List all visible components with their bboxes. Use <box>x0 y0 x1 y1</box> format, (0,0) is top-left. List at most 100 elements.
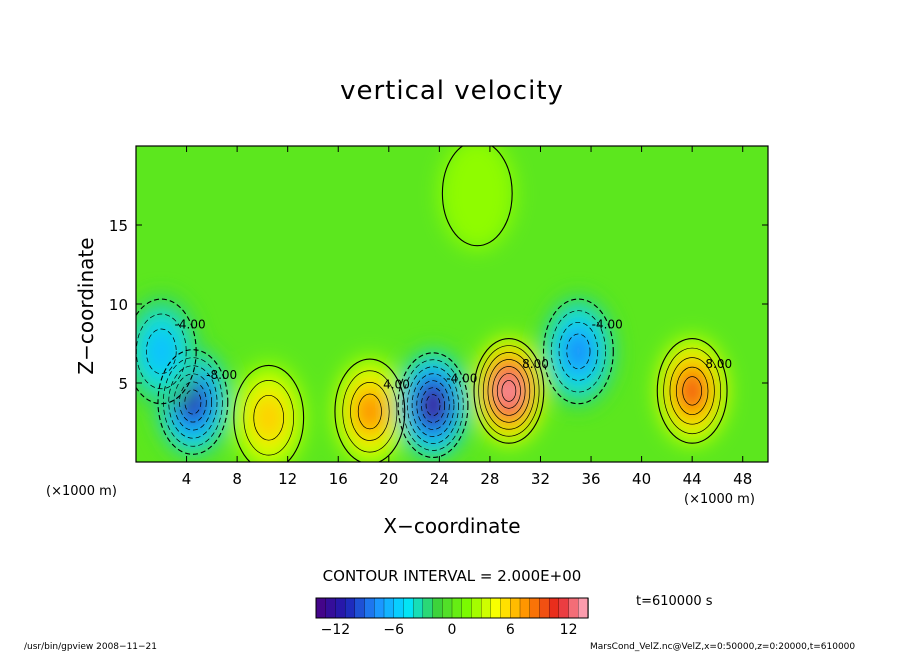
colorbar-cell <box>344 597 356 619</box>
x-tick-label: 4 <box>182 470 192 488</box>
velocity-field <box>136 146 768 462</box>
contour-line <box>496 373 521 409</box>
contour-line <box>157 349 229 455</box>
colorbar-cell <box>393 597 405 619</box>
colorbar-cell <box>335 597 346 619</box>
colorbar-cell <box>568 597 579 619</box>
contour-line <box>402 359 464 451</box>
colorbar-cell <box>422 597 434 619</box>
field-blob <box>357 392 383 431</box>
x-tick-label: 8 <box>232 470 242 488</box>
contour-line <box>482 352 535 430</box>
contour-label: -4.00 <box>592 318 623 332</box>
contour-line <box>407 366 459 444</box>
contour-line <box>173 373 213 431</box>
contour-line <box>682 376 703 406</box>
colorbar-cell <box>548 597 560 619</box>
colorbar-cell <box>539 597 550 619</box>
contour-line <box>656 338 728 444</box>
field-blob <box>501 379 517 403</box>
contour-line <box>441 146 513 247</box>
colorbar-cell <box>325 597 337 619</box>
contour-line <box>487 359 531 423</box>
colorbar-frame <box>315 597 589 619</box>
footer-program-date: /usr/bin/gpview 2008−11−21 <box>24 642 158 652</box>
field-blob <box>145 327 178 376</box>
x-unit-label: (×1000 m) <box>46 484 117 499</box>
colorbar-cell <box>510 597 521 619</box>
contour-line <box>421 387 446 423</box>
x-tick-label: 12 <box>278 470 297 488</box>
colorbar-cell <box>403 597 414 619</box>
contour-line <box>136 298 197 405</box>
colorbar-cell <box>374 597 385 619</box>
contour-line <box>233 364 305 462</box>
y-tick-label: 5 <box>118 375 128 393</box>
contour-line <box>184 389 202 415</box>
field-blob <box>184 388 202 416</box>
contour-line <box>168 365 218 439</box>
x-tick-label: 20 <box>379 470 398 488</box>
x-tick-label: 28 <box>480 470 499 488</box>
colorbar-cell <box>364 597 375 619</box>
contour-label: 8.00 <box>705 357 732 371</box>
colorbar-tick-label: 6 <box>506 622 515 638</box>
x-tick-label: 36 <box>581 470 600 488</box>
y-axis-ticks: 5 10 15 <box>109 217 768 393</box>
colorbar-cell <box>500 597 511 619</box>
colorbar-cell <box>442 597 453 619</box>
time-label: t=610000 s <box>636 594 713 609</box>
contour-line <box>397 352 469 458</box>
colorbar-cell <box>519 597 531 619</box>
x-unit-label-right: (×1000 m) <box>684 492 755 507</box>
contour-line <box>492 366 526 416</box>
colorbar-cell <box>490 597 502 619</box>
colorbar-cell <box>354 597 366 619</box>
contour-label: 4.00 <box>383 378 410 392</box>
contour-label: -4.00 <box>175 318 206 332</box>
contour-line <box>675 366 709 416</box>
contour-line <box>243 380 294 456</box>
x-tick-label: 24 <box>430 470 449 488</box>
field-blob <box>425 393 441 417</box>
x-tick-label: 44 <box>683 470 702 488</box>
x-axis-label: X−coordinate <box>383 514 521 538</box>
colorbar-cell <box>432 597 443 619</box>
colorbar-cell <box>315 597 327 619</box>
contour-label: 8.00 <box>522 357 549 371</box>
contour-line <box>253 394 285 441</box>
y-tick-label: 10 <box>109 296 128 314</box>
field-blob <box>565 332 592 371</box>
contour-line <box>411 373 455 437</box>
contour-labels: -8.00 4.00 -4.00 8.00 -4.00 8.00 -4.00 <box>175 318 733 392</box>
colorbar-tick-label: −12 <box>321 622 351 638</box>
contour-line <box>550 310 606 393</box>
colorbar-tick-label: −6 <box>383 622 404 638</box>
colorbar-cell <box>578 597 589 619</box>
y-tick-label: 15 <box>109 217 128 235</box>
colorbar-cell <box>383 597 395 619</box>
x-axis-ticks: 4 8 12 16 20 24 28 32 36 40 44 48 <box>182 146 752 488</box>
chart-title: vertical velocity <box>340 76 564 106</box>
contour-line <box>342 370 398 453</box>
contour-line <box>478 345 540 437</box>
colorbar-cell <box>529 597 541 619</box>
x-tick-label: 32 <box>531 470 550 488</box>
colorbar-cell <box>471 597 482 619</box>
contour-line <box>425 394 441 416</box>
colorbar-cell <box>480 597 492 619</box>
colorbar-tick-label: 0 <box>448 622 457 638</box>
colorbar: −12 −6 0 6 12 <box>315 597 589 638</box>
contour-label: -8.00 <box>206 368 237 382</box>
x-tick-label: 16 <box>329 470 348 488</box>
field-blob <box>439 146 516 251</box>
contour-lines <box>136 146 728 462</box>
contour-line <box>334 358 406 462</box>
field-blobs <box>136 146 731 462</box>
contour-line <box>145 328 177 375</box>
colorbar-cell <box>558 597 570 619</box>
contour-line <box>663 347 722 435</box>
field-blob <box>252 393 285 443</box>
contour-line <box>542 298 614 405</box>
